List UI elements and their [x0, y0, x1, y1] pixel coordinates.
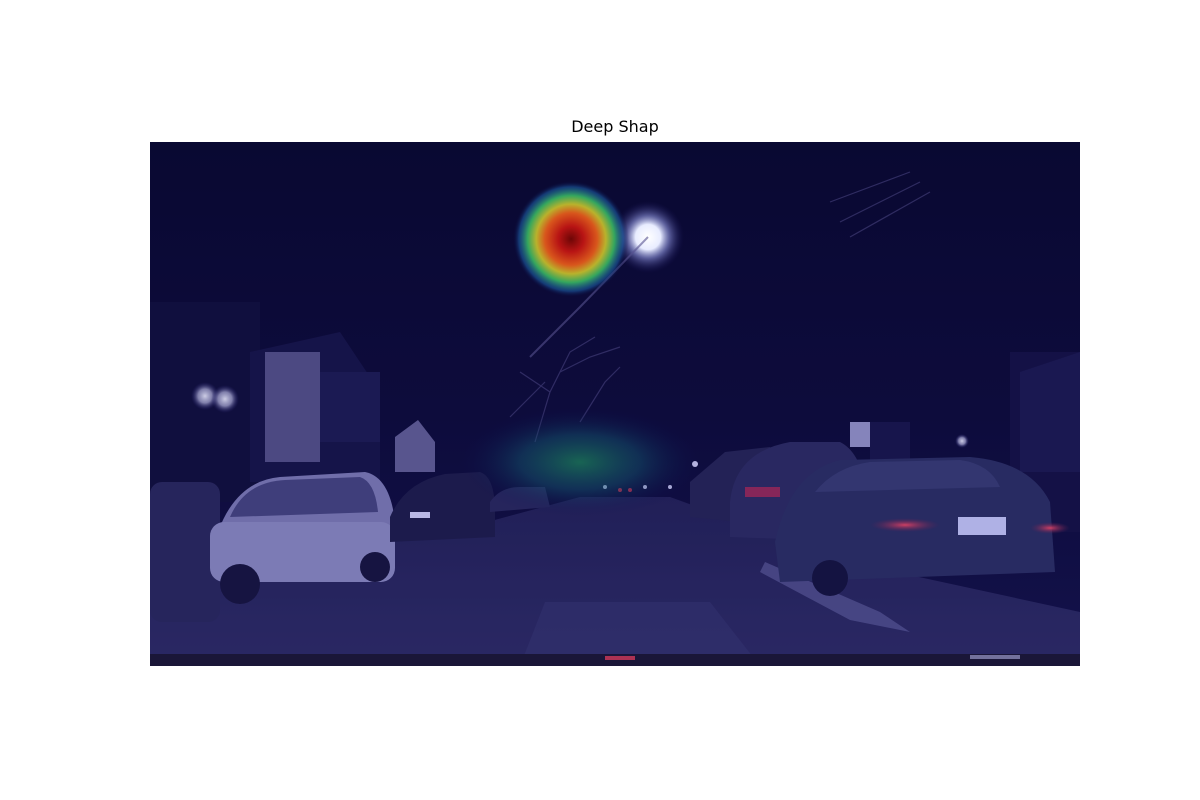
road — [150, 497, 1080, 666]
streetlight-arm — [529, 236, 649, 358]
street-scene-image — [150, 142, 1080, 666]
plot-title: Deep Shap — [571, 117, 659, 136]
saliency-hotspot — [513, 181, 629, 297]
saliency-horizon-glow — [460, 407, 700, 517]
saliency-image — [150, 142, 1080, 666]
left-lamps — [191, 382, 239, 413]
right-parked-cars — [690, 422, 1070, 596]
road-patch — [520, 602, 760, 666]
dashboard-light — [605, 656, 635, 660]
dashboard-reflection — [970, 655, 1020, 659]
